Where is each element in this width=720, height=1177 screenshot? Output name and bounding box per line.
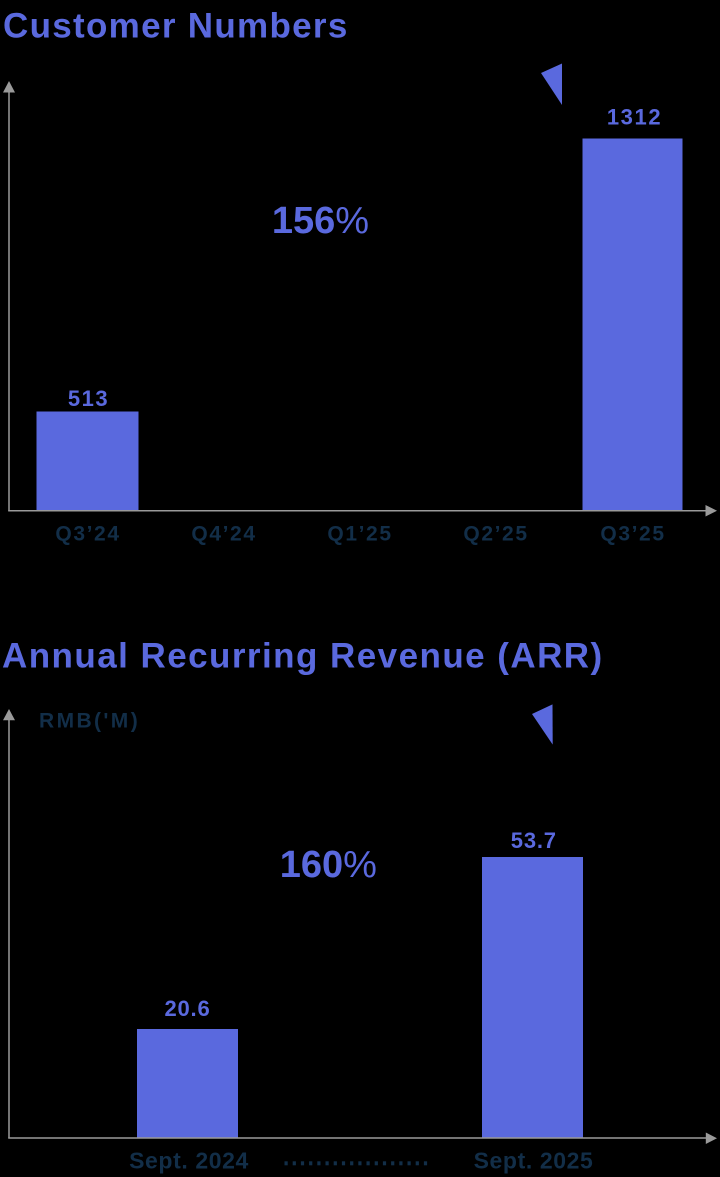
svg-text:Q2’25: Q2’25 <box>463 523 528 546</box>
svg-text:20.6: 20.6 <box>164 996 210 1021</box>
svg-text:1312: 1312 <box>607 105 662 130</box>
svg-text:156%: 156% <box>272 200 369 242</box>
svg-text:160%: 160% <box>280 844 377 886</box>
svg-text:513: 513 <box>68 386 109 411</box>
svg-text:53.7: 53.7 <box>511 828 557 853</box>
svg-text:Q4’24: Q4’24 <box>191 523 256 546</box>
svg-text:Q3’24: Q3’24 <box>55 523 120 546</box>
svg-text:Sept. 2025: Sept. 2025 <box>474 1148 594 1174</box>
svg-text:RMB('M): RMB('M) <box>39 710 140 733</box>
svg-text:Sept. 2024: Sept. 2024 <box>129 1148 249 1174</box>
svg-text:Customer Numbers: Customer Numbers <box>3 7 349 46</box>
svg-text:Q3’25: Q3’25 <box>600 523 665 546</box>
svg-text:Q1’25: Q1’25 <box>327 523 392 546</box>
svg-text:Annual Recurring Revenue (ARR): Annual Recurring Revenue (ARR) <box>2 637 604 676</box>
